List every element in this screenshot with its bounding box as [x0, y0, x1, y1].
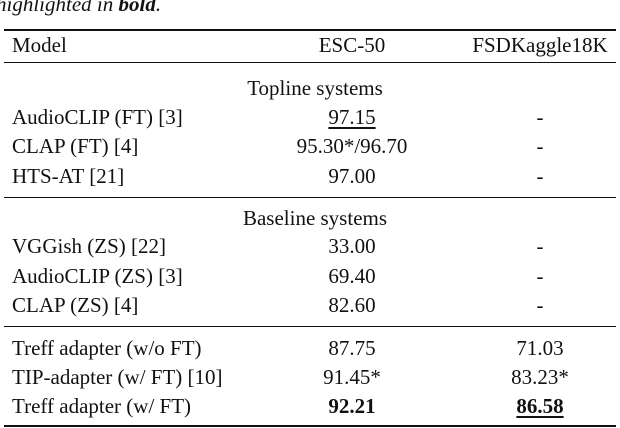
- header-cell: FSDKaggle18K: [472, 33, 608, 57]
- mid-rule: [4, 326, 616, 327]
- cell: AudioCLIP (ZS) [3]: [12, 264, 183, 288]
- cell: 97.00: [328, 164, 376, 188]
- cell: -: [536, 164, 544, 188]
- cell: -: [536, 134, 544, 158]
- cell: 82.60: [328, 293, 376, 317]
- cell: AudioCLIP (FT) [3]: [12, 105, 183, 129]
- cell: CLAP (FT) [4]: [12, 134, 139, 158]
- header-cell: ESC-50: [318, 33, 386, 57]
- cell-bold: 92.21: [328, 394, 376, 418]
- cell: HTS-AT [21]: [12, 164, 125, 188]
- cell: 87.75: [328, 336, 376, 360]
- section-title: Baseline systems: [242, 206, 388, 230]
- cell: Treff adapter (w/ FT): [12, 394, 192, 418]
- cell: 33.00: [328, 234, 376, 258]
- cell: 83.23*: [511, 365, 569, 389]
- cell: Treff adapter (w/o FT): [12, 336, 202, 360]
- bottom-rule: [4, 425, 616, 427]
- cell: -: [536, 293, 544, 317]
- caption-text: highlighted in: [0, 0, 119, 16]
- cell: 69.40: [328, 264, 376, 288]
- cell: TIP-adapter (w/ FT) [10]: [12, 365, 223, 389]
- cell-underlined: 97.15: [328, 105, 376, 129]
- cell: CLAP (ZS) [4]: [12, 293, 139, 317]
- top-rule: [4, 29, 616, 31]
- cell: 86.58: [450, 394, 620, 418]
- cell: -: [536, 105, 544, 129]
- cell: 71.03: [516, 336, 564, 360]
- caption-text: .: [155, 0, 162, 16]
- cell-bold-underlined: 86.58: [516, 394, 564, 418]
- caption: highlighted in bold.: [0, 0, 161, 16]
- caption-bold: bold: [118, 0, 156, 16]
- header-cell: Model: [12, 33, 67, 57]
- mid-rule: [4, 62, 616, 63]
- cell: -: [536, 264, 544, 288]
- cell: 95.30*/96.70: [296, 134, 408, 158]
- cell: 97.15: [262, 105, 442, 129]
- section-title: Topline systems: [247, 76, 383, 100]
- cell: -: [536, 234, 544, 258]
- mid-rule: [4, 197, 616, 198]
- cell: 91.45*: [323, 365, 381, 389]
- cell: VGGish (ZS) [22]: [12, 234, 166, 258]
